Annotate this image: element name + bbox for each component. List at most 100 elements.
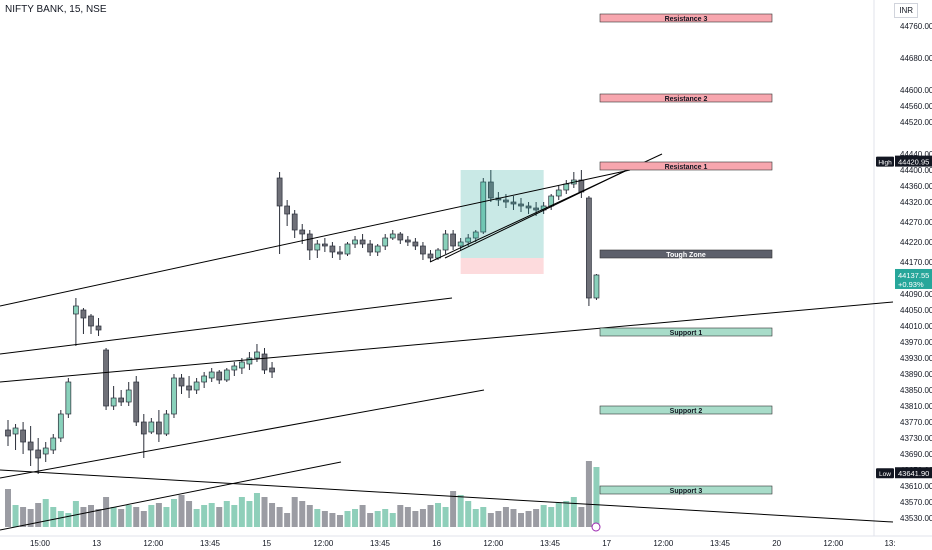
price-tag-bg [895,467,932,479]
y-tick-label: 44680.00 [900,54,932,63]
volume-bar [427,505,434,527]
level-resistance-3: Resistance 3 [599,13,773,23]
candle-body [397,233,404,241]
y-tick-label: 43970.00 [900,338,932,347]
volume-bar [419,509,426,527]
position-loss-zone [460,258,544,274]
volume-bar [585,461,592,527]
candle-body [374,245,381,253]
level-label: Support 3 [670,488,703,495]
x-tick-label: 13: [884,539,895,548]
volume-bar [563,501,570,527]
candle-body [291,213,298,231]
y-tick-label: 44560.00 [900,102,932,111]
candle-body [503,199,509,203]
level-label: Resistance 2 [665,96,708,103]
volume-bar [246,501,253,527]
volume-bar [208,503,215,527]
level-label: Resistance 3 [665,16,708,23]
trend-line [0,389,485,479]
x-tick-label: 15 [262,539,271,548]
candle-body [306,233,313,251]
candle-body [269,367,275,373]
volume-bar [223,501,230,527]
level-box [599,485,773,495]
volume-bar [35,503,42,527]
volume-bar [133,507,140,527]
volume-bar [216,507,223,527]
x-tick-label: 13:45 [710,539,731,548]
level-label: Tough Zone [666,252,706,259]
candle-body [487,181,494,199]
symbol-title[interactable]: NIFTY BANK, 15, NSE [5,4,107,15]
candle-body [261,353,268,371]
candle-body [457,241,464,247]
volume-bar [540,505,547,527]
candle-body [593,274,600,299]
volume-bar [510,509,517,527]
candle-body [389,233,396,239]
y-tick-label: 44440.00 [900,150,932,159]
candle-body [254,351,260,359]
candle-body [246,357,253,365]
volume-bar [344,511,351,527]
volume-bar [487,513,494,527]
y-tick-label: 44010.00 [900,322,932,331]
volume-bar [465,501,472,527]
x-tick-label: 12:00 [143,539,164,548]
volume-bar [27,509,34,527]
volume-bar [291,497,298,527]
level-label: Resistance 1 [665,164,708,171]
volume-bar [118,509,125,527]
volume-bar [155,503,162,527]
candle-body [110,397,117,407]
price-tag-label: Low [879,471,891,478]
volume-bar [525,511,532,527]
price-tag-bg [895,268,932,289]
candle-body [322,243,328,247]
x-tick-label: 16 [432,539,441,548]
candle-body [118,397,125,403]
trend-line [0,169,631,307]
candle-body [525,205,532,209]
volume-bar [87,505,94,527]
candle-body [80,309,87,319]
candle-body [65,381,72,415]
trend-line [0,461,342,531]
price-tag: High 44420.95 [876,155,932,167]
x-tick-label: 15:00 [30,539,51,548]
volume-bar [12,505,19,527]
volume-bar [502,507,509,527]
candle-body [533,207,539,211]
candle-body [148,421,155,433]
x-tick-label: 20 [772,539,781,548]
y-tick-label: 44270.00 [900,218,932,227]
candle-body [73,305,79,315]
volume-bar [276,507,283,527]
volume-bar [555,503,562,527]
volume-bar [533,509,540,527]
candle-body [12,427,19,435]
volume-bar [389,513,396,527]
volume-bar [148,505,155,527]
candle-body [171,377,177,415]
volume-bar [103,497,110,527]
volume-bar [570,497,577,527]
candle-body [314,243,321,251]
y-tick-label: 43570.00 [900,498,932,507]
currency-badge[interactable]: INR [894,3,918,18]
volume-bar [57,511,64,527]
volume-bar [140,511,147,527]
volume-bar [42,499,49,527]
y-tick-label: 43770.00 [900,418,932,427]
candle-body [57,413,64,439]
volume-bar [442,507,449,527]
price-tag-label-bg [876,468,894,479]
volume-bar [178,495,185,527]
level-label: Support 1 [670,330,703,337]
trend-line [0,297,453,355]
candle-body [555,189,562,197]
volume-bar [472,509,479,527]
volume-bar [201,505,208,527]
